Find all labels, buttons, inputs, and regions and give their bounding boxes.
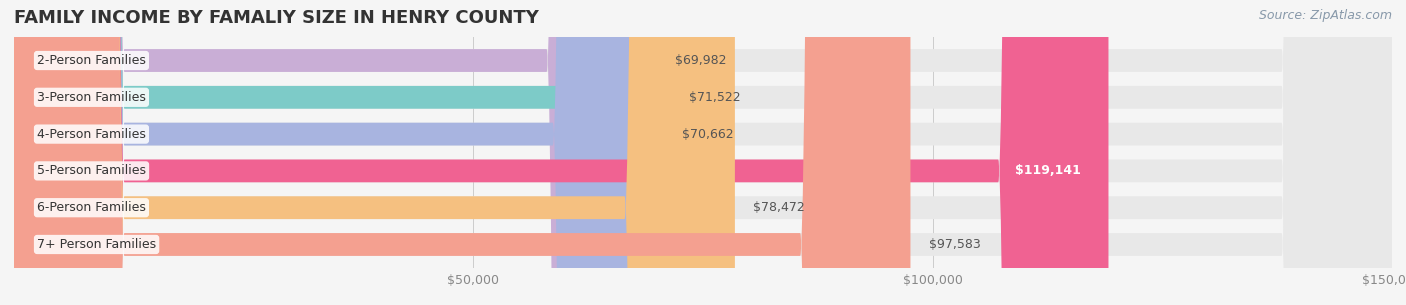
FancyBboxPatch shape — [14, 0, 1392, 305]
Text: $71,522: $71,522 — [689, 91, 741, 104]
Text: 5-Person Families: 5-Person Families — [37, 164, 146, 178]
Text: $78,472: $78,472 — [754, 201, 806, 214]
FancyBboxPatch shape — [14, 0, 911, 305]
FancyBboxPatch shape — [14, 0, 1392, 305]
FancyBboxPatch shape — [14, 0, 735, 305]
Text: Source: ZipAtlas.com: Source: ZipAtlas.com — [1258, 9, 1392, 22]
Text: 3-Person Families: 3-Person Families — [37, 91, 146, 104]
Text: 4-Person Families: 4-Person Families — [37, 127, 146, 141]
FancyBboxPatch shape — [14, 0, 1392, 305]
FancyBboxPatch shape — [14, 0, 664, 305]
Text: $70,662: $70,662 — [682, 127, 733, 141]
Text: $119,141: $119,141 — [1015, 164, 1081, 178]
FancyBboxPatch shape — [14, 0, 1392, 305]
FancyBboxPatch shape — [14, 0, 1392, 305]
Text: 7+ Person Families: 7+ Person Families — [37, 238, 156, 251]
FancyBboxPatch shape — [14, 0, 657, 305]
Text: FAMILY INCOME BY FAMALIY SIZE IN HENRY COUNTY: FAMILY INCOME BY FAMALIY SIZE IN HENRY C… — [14, 9, 538, 27]
Text: 6-Person Families: 6-Person Families — [37, 201, 146, 214]
Text: $69,982: $69,982 — [675, 54, 727, 67]
Text: $97,583: $97,583 — [929, 238, 980, 251]
FancyBboxPatch shape — [14, 0, 1392, 305]
FancyBboxPatch shape — [14, 0, 1108, 305]
FancyBboxPatch shape — [14, 0, 671, 305]
Text: 2-Person Families: 2-Person Families — [37, 54, 146, 67]
